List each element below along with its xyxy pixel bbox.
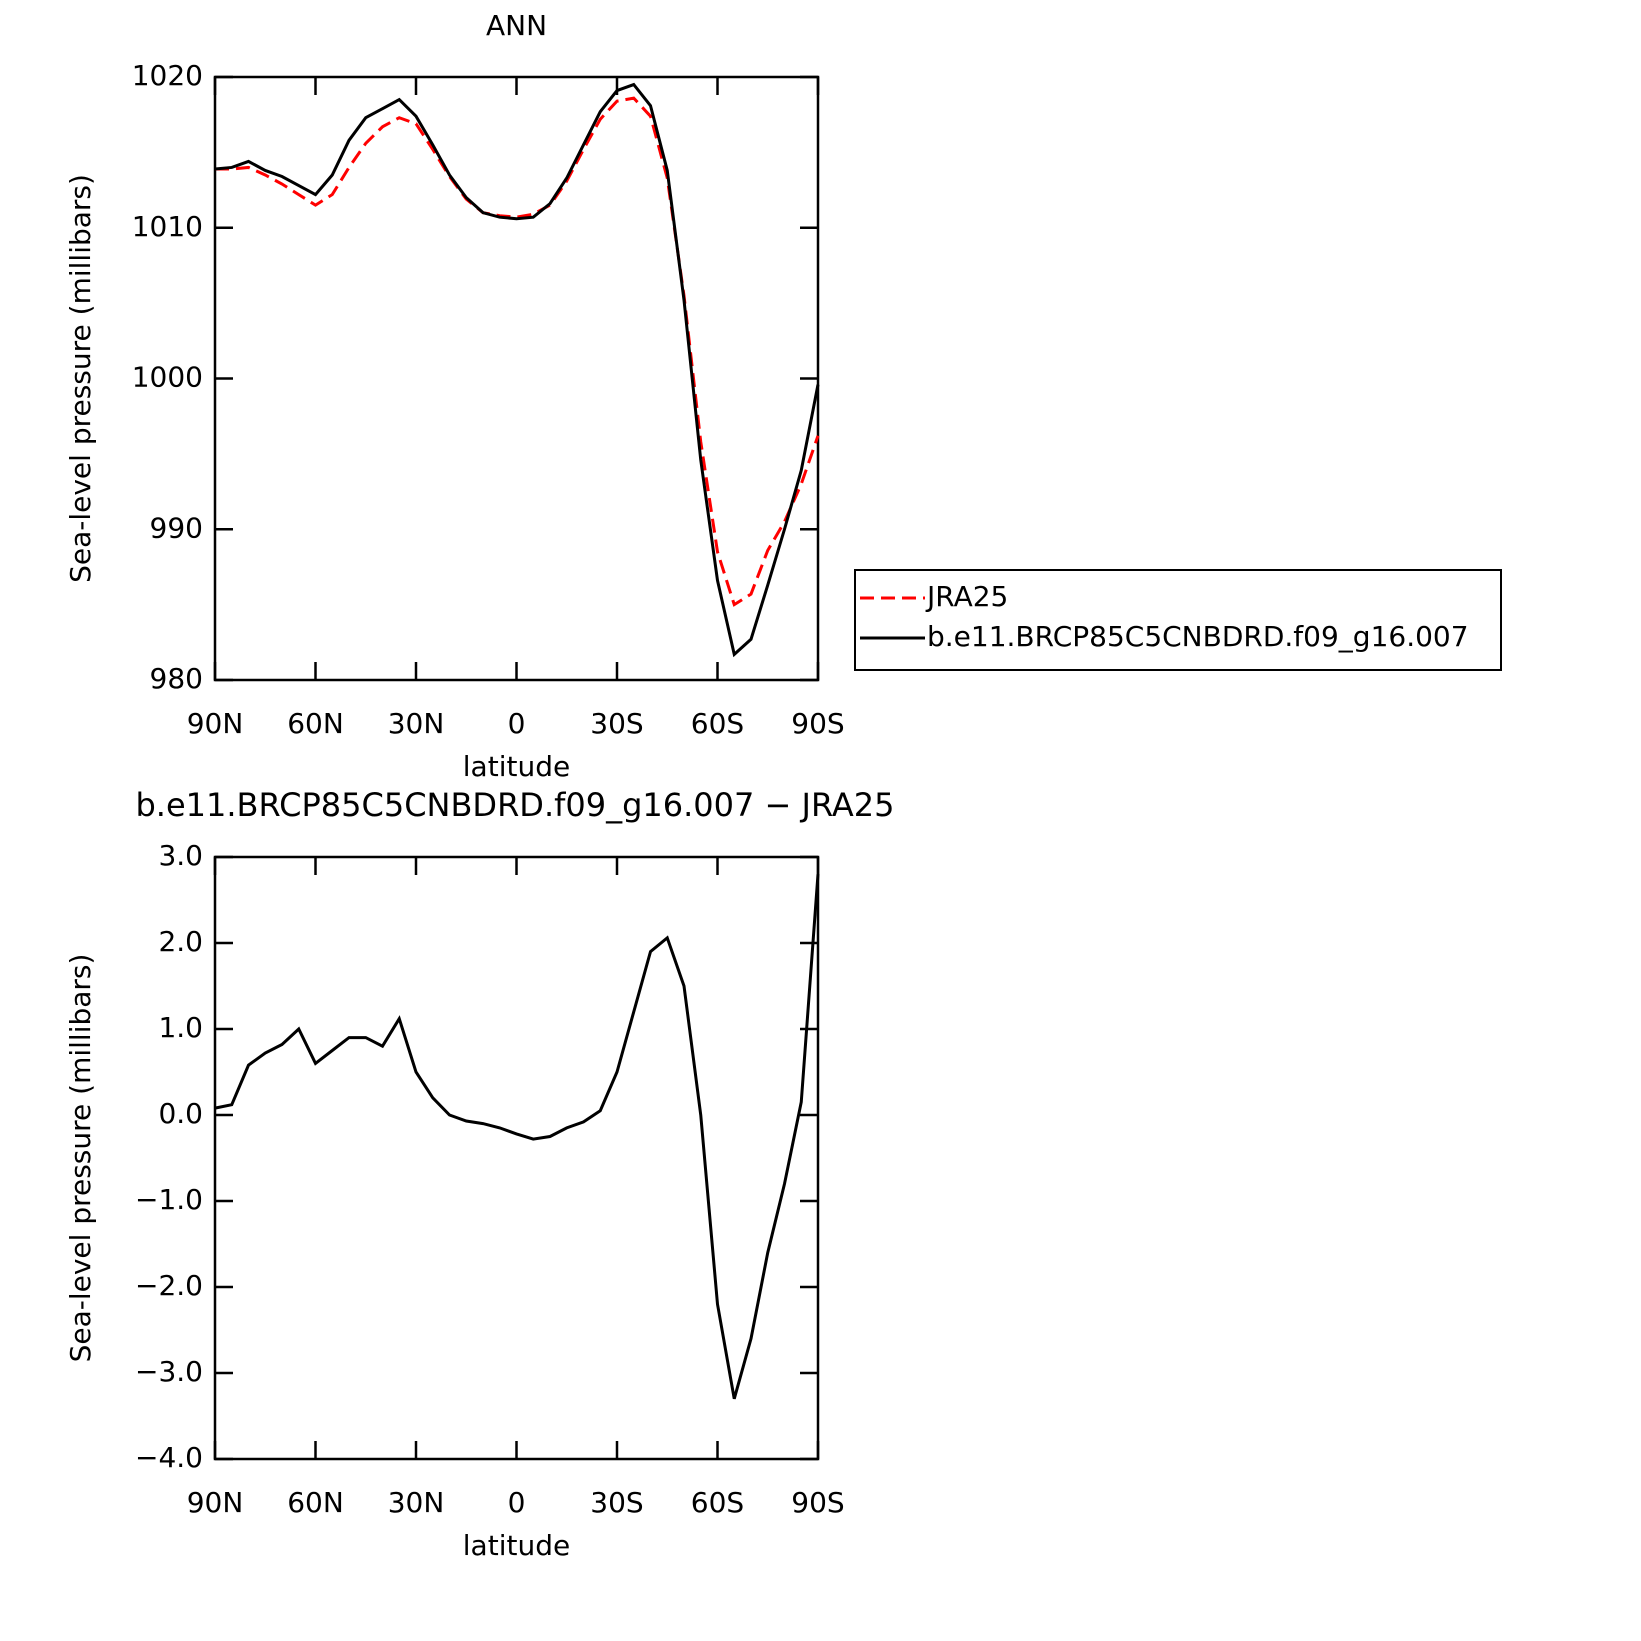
x-tick-label: 30S xyxy=(590,707,643,740)
y-tick-label: 980 xyxy=(150,662,203,695)
y-tick-label: 1.0 xyxy=(158,1011,203,1044)
y-tick-label: −4.0 xyxy=(135,1441,203,1474)
x-tick-label: 0 xyxy=(508,707,526,740)
y-tick-label: −3.0 xyxy=(135,1355,203,1388)
data-line xyxy=(215,96,820,607)
y-tick-label: 0.0 xyxy=(158,1097,203,1130)
y-tick-label: −2.0 xyxy=(135,1269,203,1302)
x-axis-label: latitude xyxy=(463,1529,570,1562)
legend-box xyxy=(854,569,1502,671)
y-tick-label: 3.0 xyxy=(158,839,203,872)
legend-label: JRA25 xyxy=(925,580,1008,613)
chart-title: b.e11.BRCP85C5CNBDRD.f09_g16.007 − JRA25 xyxy=(135,786,894,824)
y-tick-label: 990 xyxy=(150,511,203,544)
x-tick-label: 30N xyxy=(388,1486,445,1519)
y-axis-label: Sea-level pressure (millibars) xyxy=(64,174,97,583)
y-tick-label: 1000 xyxy=(132,361,203,394)
chart-title: ANN xyxy=(486,9,547,42)
x-tick-label: 90N xyxy=(187,707,244,740)
x-tick-label: 30S xyxy=(590,1486,643,1519)
x-tick-label: 90S xyxy=(791,707,844,740)
x-tick-label: 60S xyxy=(691,707,744,740)
x-tick-label: 60N xyxy=(287,1486,344,1519)
y-tick-label: 1020 xyxy=(132,59,203,92)
x-axis-label: latitude xyxy=(463,750,570,783)
x-tick-label: 90N xyxy=(187,1486,244,1519)
data-line xyxy=(214,82,820,658)
y-tick-label: −1.0 xyxy=(135,1183,203,1216)
y-tick-label: 1010 xyxy=(132,210,203,243)
x-tick-label: 30N xyxy=(388,707,445,740)
x-tick-label: 60S xyxy=(691,1486,744,1519)
x-tick-label: 60N xyxy=(287,707,344,740)
legend-label: b.e11.BRCP85C5CNBDRD.f09_g16.007 xyxy=(927,620,1469,653)
y-axis-label: Sea-level pressure (millibars) xyxy=(64,954,97,1363)
x-tick-label: 90S xyxy=(791,1486,844,1519)
plot-frame xyxy=(213,75,820,682)
y-tick-label: 2.0 xyxy=(158,925,203,958)
x-tick-label: 0 xyxy=(508,1486,526,1519)
data-line xyxy=(214,874,820,1400)
